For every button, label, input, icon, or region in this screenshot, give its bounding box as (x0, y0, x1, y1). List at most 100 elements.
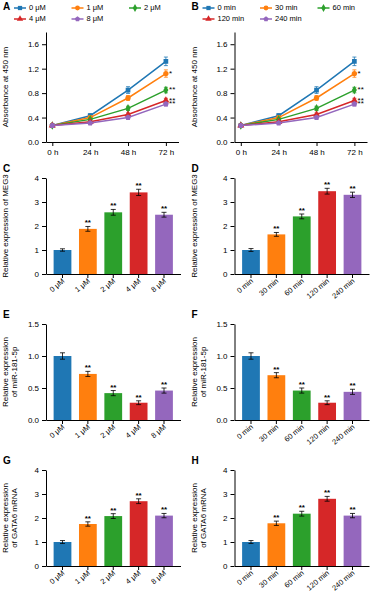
tick: 0.8 (216, 89, 234, 98)
tick-label: 48 h (121, 148, 137, 157)
tick-mark (231, 93, 235, 94)
tick-mark (327, 566, 328, 570)
plot: ********0 min30 min60 min120 min240 min0… (190, 466, 370, 592)
tick-label: 4 μM (124, 276, 143, 294)
tick-label: 1 (223, 538, 228, 547)
axis: 0.00.51.01.5 (28, 320, 47, 425)
tick-mark (276, 420, 277, 424)
axis-title-line: Relative expression (1, 337, 10, 407)
panel-label: C (3, 163, 10, 174)
tick-label: 72 h (347, 148, 363, 157)
annotation: ** (85, 514, 92, 523)
tick: 0.8 (28, 89, 46, 98)
legend-item: 30 min (260, 3, 298, 12)
legend-item: 8 μM (72, 14, 104, 23)
tick-mark (166, 142, 167, 146)
tick: 4 μM (124, 420, 143, 440)
annotation: ** (273, 513, 280, 522)
tick-mark (87, 566, 88, 570)
annotation: ** (299, 206, 306, 215)
tick-label: 0 μM (48, 422, 67, 440)
axis-title-line: of miR-181-5p (10, 346, 19, 397)
tick-label: 0 min (235, 422, 255, 441)
legend-label: 8 μM (87, 14, 104, 23)
tick: 0 h (47, 142, 58, 157)
axis: 0.00.51.01.5 (216, 320, 235, 425)
tick-label: 1.6 (216, 40, 228, 49)
tick: 0.0 (28, 138, 46, 147)
error-bar (248, 541, 253, 544)
bar (130, 403, 148, 420)
tick-mark (42, 226, 46, 227)
plot: ********0 μM1 μM2 μM4 μM8 μM0.00.51.01.5… (1, 320, 181, 440)
error-bar (352, 57, 356, 66)
tick: 120 min (305, 566, 331, 592)
tick: 0.0 (28, 416, 46, 425)
error-bar (164, 57, 168, 66)
legend-item: 1 μM (72, 3, 104, 12)
error-bar (315, 96, 319, 101)
axis-title: Relative expression of MEG3 (190, 174, 199, 278)
series (237, 96, 358, 127)
point (314, 115, 320, 121)
tick: 4 (35, 174, 46, 183)
bar (344, 195, 362, 274)
tick: 30 min (257, 566, 280, 590)
legend-item: 0 μM (14, 3, 46, 12)
tick: 240 min (330, 566, 356, 592)
point (125, 95, 130, 100)
tick-label: 60 min (283, 422, 306, 443)
point (314, 95, 319, 100)
tick: 30 min (257, 274, 280, 298)
bar (267, 523, 285, 566)
tick: 60 min (283, 274, 306, 298)
axis: 01234 (35, 466, 47, 571)
legend-label: 2 μM (144, 3, 161, 12)
tick: 1 (35, 246, 46, 255)
panel-label: F (192, 309, 198, 320)
tick-mark (42, 518, 46, 519)
panel-label: D (192, 163, 199, 174)
point (238, 123, 243, 128)
legend: 0 μM 1 μM 2 μM 4 μM 8 μM (14, 3, 161, 23)
marks (49, 57, 170, 130)
annotation: ** (324, 488, 331, 497)
tick-label: 1 μM (73, 276, 92, 294)
bar (318, 499, 336, 566)
point (314, 88, 319, 93)
tick-label: 4 μM (124, 568, 143, 586)
tick-mark (352, 274, 353, 278)
tick-mark (164, 274, 165, 278)
tick-mark (164, 420, 165, 424)
legend-label: 4 μM (29, 14, 46, 23)
axis: 0 min30 min60 min120 min240 min (235, 566, 370, 592)
series (49, 101, 168, 128)
point (351, 101, 357, 107)
point (49, 122, 55, 128)
tick-label: 1 (35, 246, 40, 255)
axis-line (46, 179, 47, 275)
annotation: ** (324, 180, 331, 189)
tick-mark (354, 142, 355, 146)
axis-title-line: Absorbance at 450 nm (190, 46, 199, 127)
tick-mark (317, 142, 318, 146)
panel-label: E (3, 309, 10, 320)
tick-mark (42, 420, 46, 421)
tick: 4 (35, 466, 46, 475)
tick-mark (231, 324, 235, 325)
legend-swatch (205, 15, 211, 21)
panel: C********0 μM1 μM2 μM4 μM8 μM01234Relati… (1, 163, 181, 294)
axis: 0 μM1 μM2 μM4 μM8 μM (47, 566, 182, 586)
annotation: ** (161, 505, 168, 514)
tick: 2 μM (98, 566, 117, 586)
chart: A*******0 h24 h48 h72 h0.00.40.81.21.6Ab… (0, 0, 377, 600)
tick-mark (231, 250, 235, 251)
bar (267, 234, 285, 274)
panel-label: A (3, 1, 10, 12)
bar (293, 514, 311, 566)
tick-label: 120 min (305, 276, 331, 300)
tick-mark (352, 566, 353, 570)
tick: 4 μM (124, 274, 143, 294)
panel: F********0 min30 min60 min120 min240 min… (190, 309, 370, 446)
legend-swatch (206, 6, 210, 10)
